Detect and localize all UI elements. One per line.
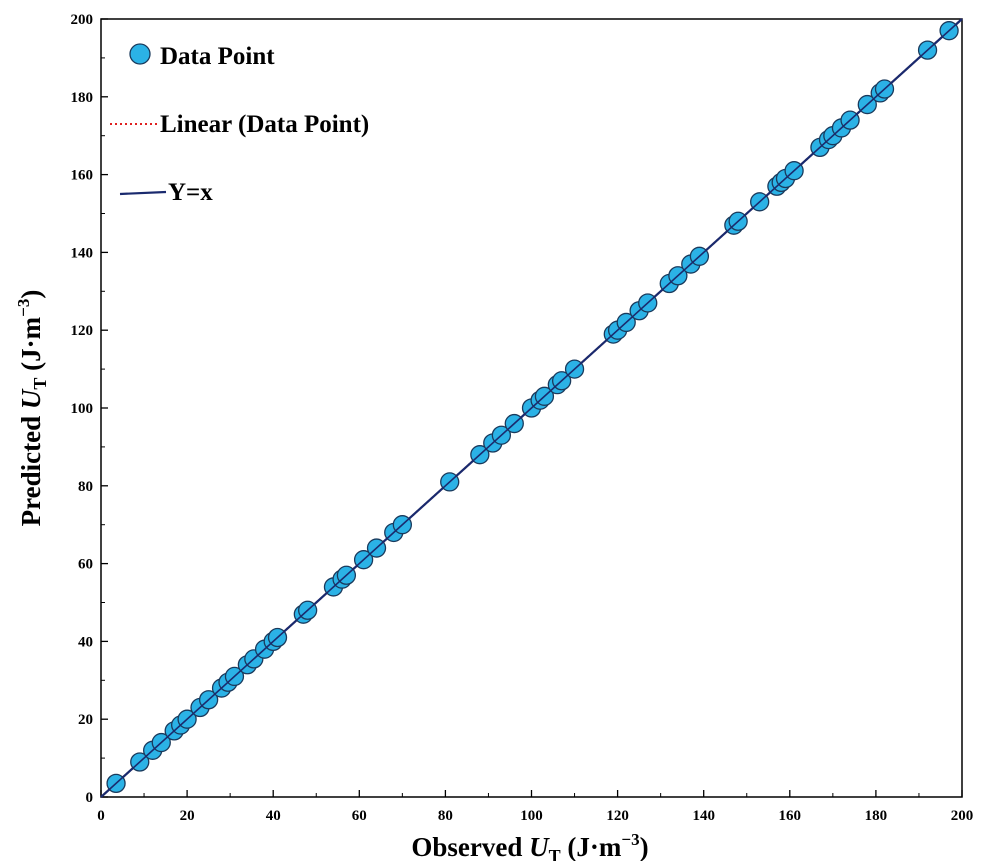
x-tick-label: 20 — [180, 808, 195, 824]
x-tick-label: 100 — [520, 808, 543, 824]
plot-area — [100, 18, 963, 798]
legend: Data Point Linear (Data Point) Y=x — [110, 43, 369, 206]
y-tick-label: 160 — [71, 168, 94, 184]
y-tick-label: 100 — [71, 401, 94, 417]
x-tick-label: 60 — [352, 808, 367, 824]
y-axis-title: Predicted UT (J·m−3) — [14, 290, 50, 527]
legend-label: Linear (Data Point) — [160, 111, 369, 138]
legend-solid-line — [119, 190, 167, 196]
y-tick-label: 40 — [78, 634, 93, 650]
x-tick-label: 140 — [692, 808, 715, 824]
x-tick-label: 120 — [606, 808, 629, 824]
tick-labels: 0 20 40 60 80 100 120 140 160 180 200 0 20 40 60 80 100 1… — [71, 12, 974, 824]
legend-marker — [129, 43, 151, 65]
x-tick-label: 160 — [779, 808, 802, 824]
legend-label: Data Point — [160, 43, 275, 70]
y-tick-label: 200 — [71, 12, 94, 28]
x-tick-label: 200 — [951, 808, 974, 824]
y-tick-label: 180 — [71, 90, 94, 106]
identity-line-overlay — [100, 18, 963, 798]
y-tick-label: 20 — [78, 712, 93, 728]
y-tick-label: 120 — [71, 323, 94, 339]
y-tick-label: 140 — [71, 245, 94, 261]
x-tick-label: 80 — [438, 808, 453, 824]
legend-label: Y=x — [168, 179, 213, 206]
x-tick-label: 180 — [865, 808, 888, 824]
y-tick-label: 0 — [86, 790, 94, 806]
y-tick-label: 80 — [78, 479, 93, 495]
x-tick-label: 40 — [266, 808, 281, 824]
x-axis-title: Observed UT (J·m−3) — [411, 830, 648, 861]
data-points — [100, 18, 963, 798]
y-tick-label: 60 — [78, 557, 93, 573]
x-tick-label: 0 — [97, 808, 105, 824]
